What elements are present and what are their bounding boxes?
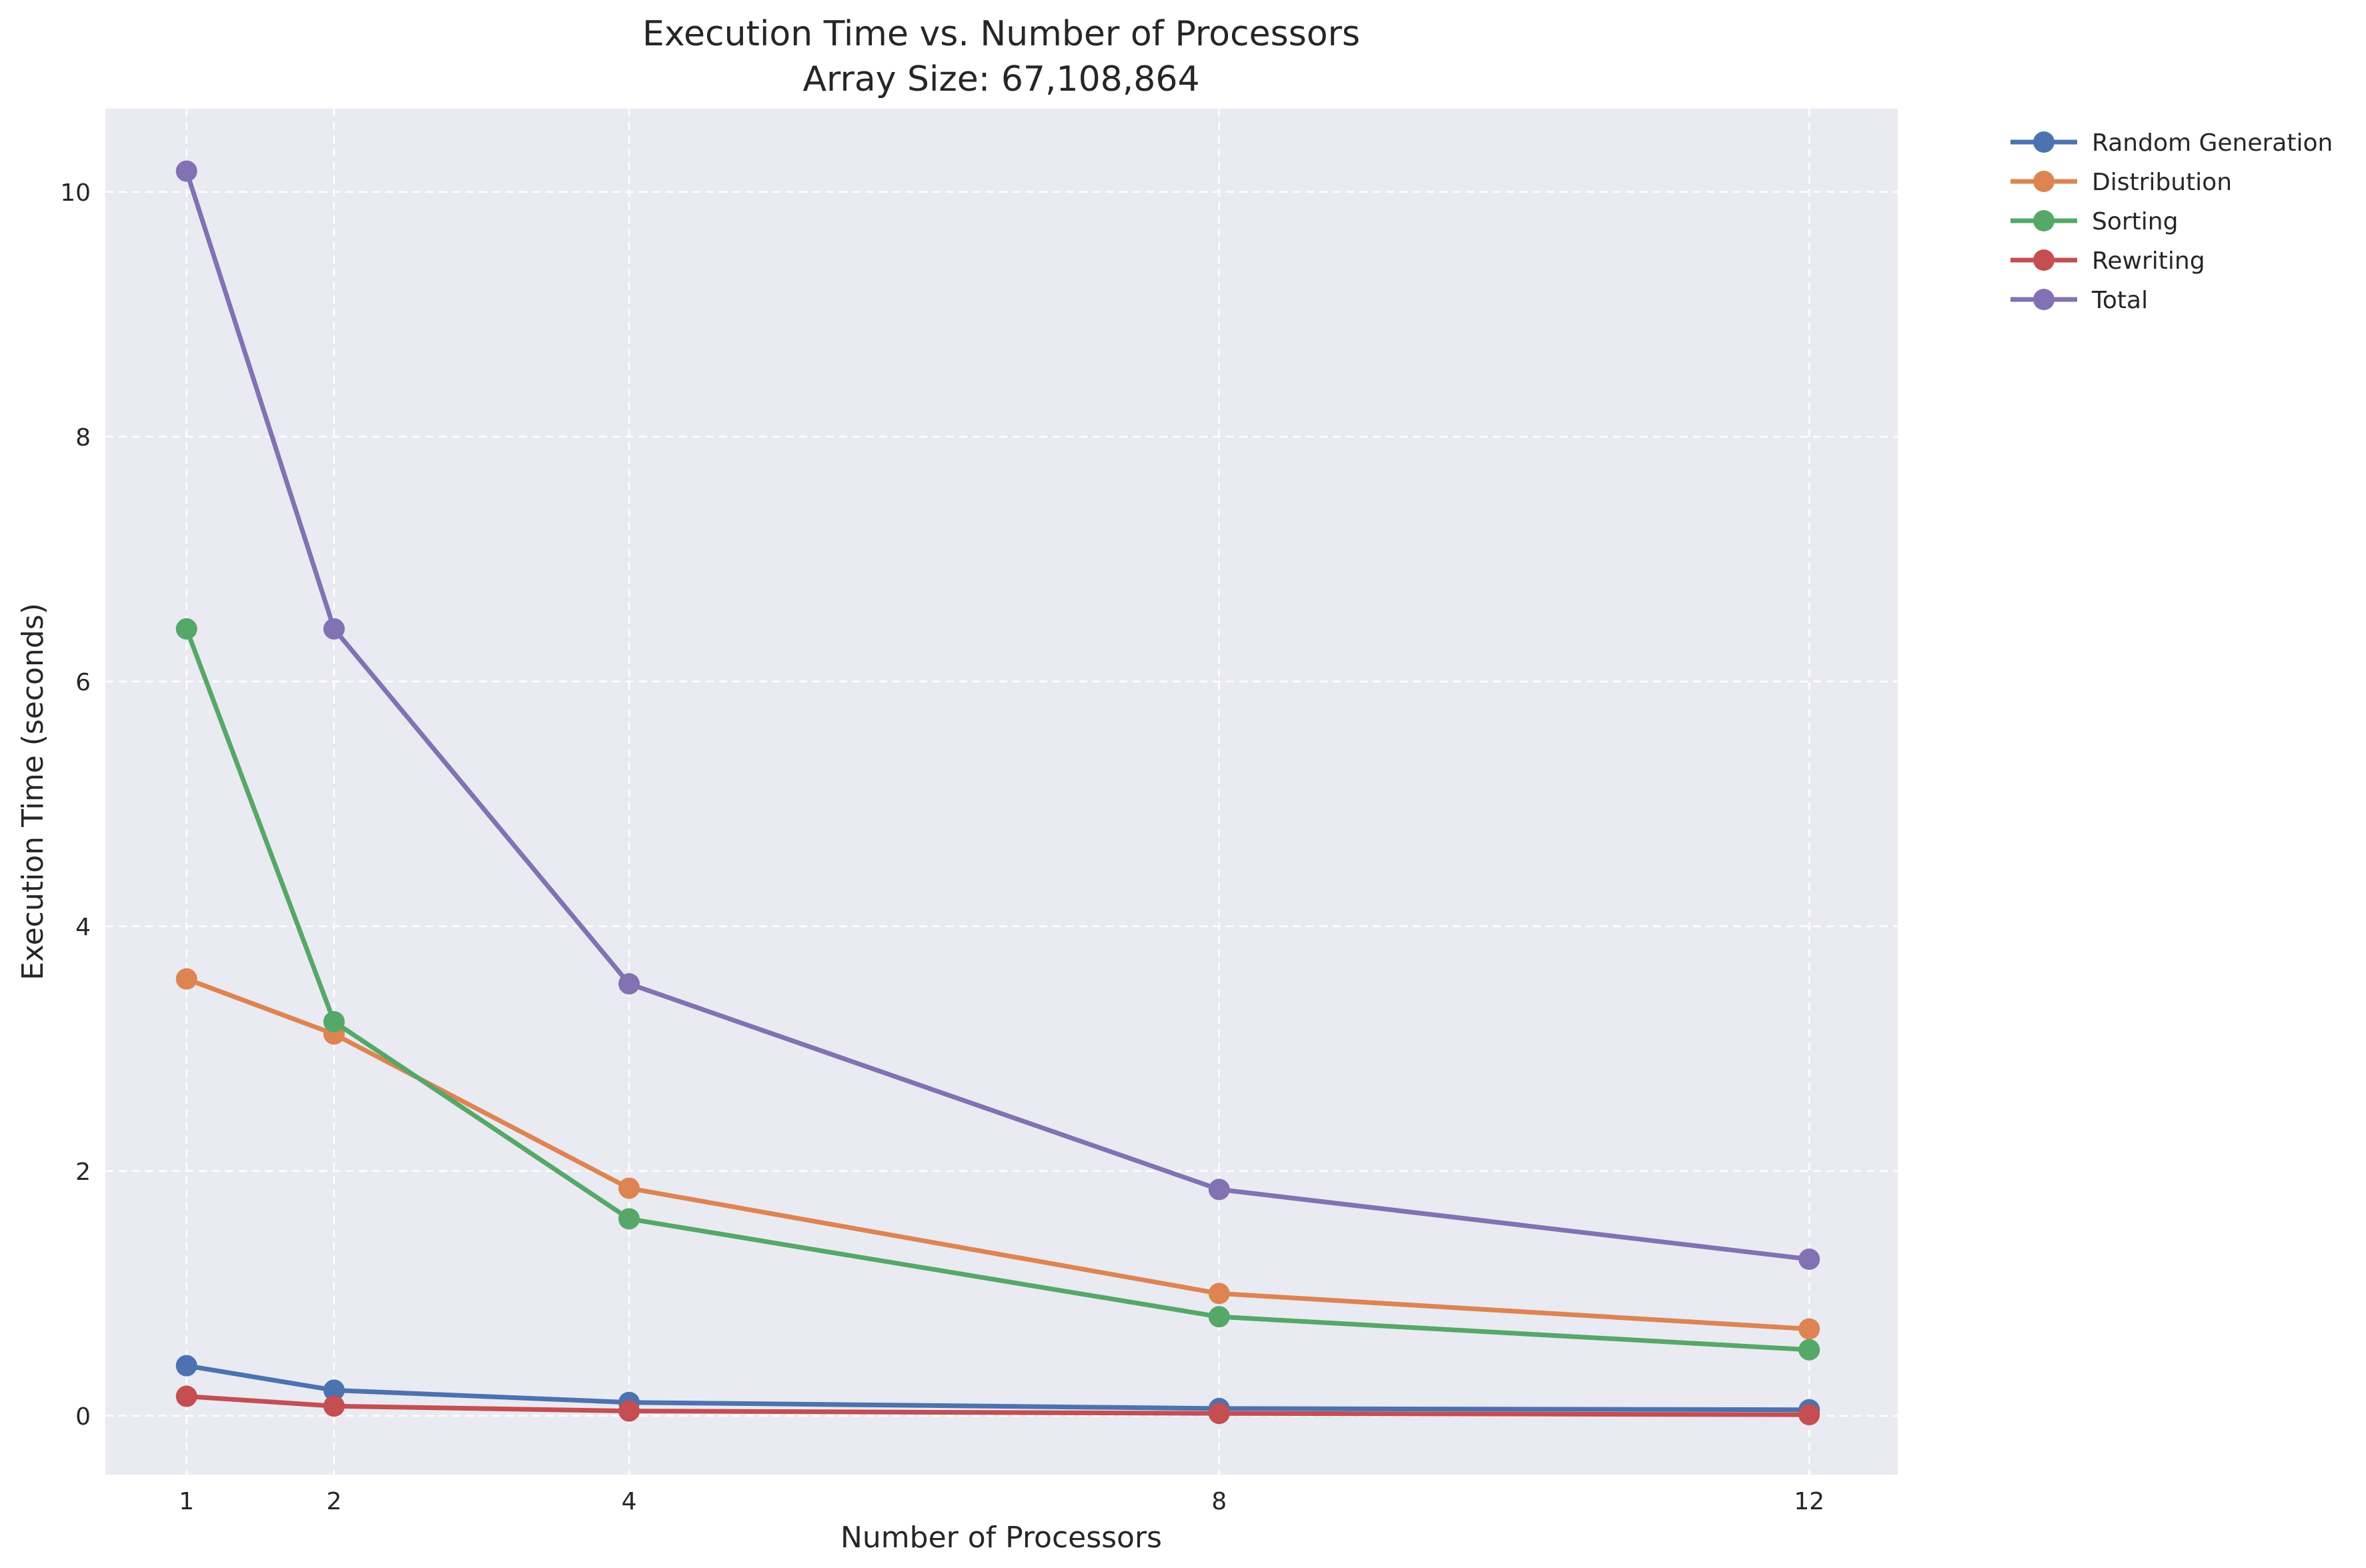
- legend-label: Rewriting: [2092, 247, 2205, 275]
- x-tick-label: 12: [1794, 1488, 1824, 1515]
- data-point: [1798, 1404, 1820, 1426]
- data-point: [618, 1400, 640, 1422]
- y-tick-label: 10: [60, 179, 91, 207]
- x-tick-label: 4: [622, 1488, 637, 1515]
- data-point: [175, 618, 197, 640]
- series-sorting: [175, 618, 1820, 1361]
- legend-marker: [2033, 210, 2054, 231]
- data-point: [618, 1177, 640, 1199]
- data-point: [1208, 1306, 1230, 1328]
- legend-marker: [2033, 249, 2054, 271]
- legend-item: Random Generation: [2010, 129, 2333, 157]
- plot-area: [105, 109, 1898, 1475]
- x-tick-label: 2: [326, 1488, 342, 1515]
- data-point: [175, 160, 197, 182]
- legend-item: Sorting: [2010, 208, 2178, 235]
- series-total: [175, 160, 1820, 1271]
- x-tick-label: 8: [1211, 1488, 1227, 1515]
- data-point: [1798, 1318, 1820, 1340]
- data-point: [618, 973, 640, 995]
- data-point: [1798, 1339, 1820, 1361]
- data-point: [175, 1355, 197, 1377]
- data-point: [1208, 1179, 1230, 1201]
- legend-label: Total: [2091, 287, 2148, 314]
- data-point: [1798, 1249, 1820, 1271]
- x-axis-label: Number of Processors: [840, 1521, 1162, 1555]
- series-rewriting: [175, 1385, 1820, 1426]
- y-tick-label: 2: [75, 1158, 91, 1186]
- legend-marker: [2033, 131, 2054, 153]
- data-point: [1208, 1283, 1230, 1305]
- data-point: [175, 968, 197, 990]
- data-point: [323, 1011, 345, 1033]
- legend: Random Generation Distribution Sorting Rewr…: [2010, 129, 2333, 314]
- grid: [105, 109, 1898, 1475]
- data-point: [618, 1208, 640, 1230]
- y-tick-label: 8: [75, 424, 91, 452]
- x-tick-label: 1: [179, 1488, 194, 1515]
- legend-label: Random Generation: [2092, 129, 2333, 157]
- chart-subtitle: Array Size: 67,108,864: [802, 59, 1199, 99]
- legend-marker: [2033, 171, 2054, 192]
- chart-title: Execution Time vs. Number of Processors: [642, 14, 1360, 54]
- y-tick-label: 6: [75, 669, 91, 696]
- series-group: [175, 160, 1820, 1426]
- data-point: [323, 1379, 345, 1401]
- data-point: [323, 1395, 345, 1417]
- y-axis-label: Execution Time (seconds): [16, 603, 50, 980]
- data-point: [323, 618, 345, 640]
- legend-label: Sorting: [2092, 208, 2178, 235]
- y-tick-label: 4: [75, 914, 91, 941]
- legend-item: Distribution: [2010, 169, 2232, 196]
- legend-item: Rewriting: [2010, 247, 2205, 275]
- y-tick-label: 0: [75, 1403, 91, 1431]
- data-point: [175, 1385, 197, 1407]
- legend-item: Total: [2010, 287, 2148, 314]
- legend-label: Distribution: [2092, 169, 2232, 196]
- data-point: [1208, 1403, 1230, 1425]
- legend-marker: [2033, 289, 2054, 310]
